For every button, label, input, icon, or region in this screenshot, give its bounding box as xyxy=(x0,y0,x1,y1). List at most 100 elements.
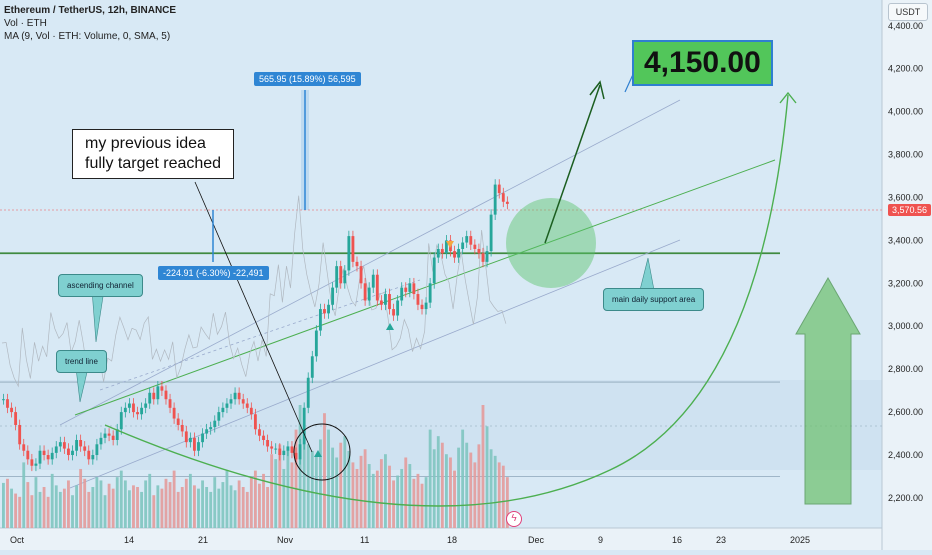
candle-body-115 xyxy=(469,236,473,245)
candle-body-22 xyxy=(91,455,95,460)
volume-bar-37 xyxy=(152,495,156,528)
volume-bar-5 xyxy=(22,462,26,528)
volume-bar-26 xyxy=(107,483,111,528)
candle-body-121 xyxy=(493,184,497,215)
candle-body-96 xyxy=(392,309,395,316)
candle-body-67 xyxy=(274,448,278,450)
price-tick-4: 3,000.00 xyxy=(888,321,923,331)
volume-bar-72 xyxy=(294,429,298,528)
candle-body-36 xyxy=(148,392,152,404)
candle-body-23 xyxy=(95,444,99,456)
candle-body-90 xyxy=(367,287,371,301)
volume-bar-121 xyxy=(493,455,497,528)
candle-body-8 xyxy=(34,463,38,466)
candle-body-78 xyxy=(318,309,322,331)
support-area-callout[interactable]: main daily support area xyxy=(603,288,705,311)
price-tick-10: 4,200.00 xyxy=(888,64,923,74)
volume-bar-119 xyxy=(485,426,489,528)
volume-bar-25 xyxy=(103,495,107,528)
volume-bar-75 xyxy=(306,444,310,528)
price-tick-11: 4,400.00 xyxy=(888,21,923,31)
candle-body-87 xyxy=(355,261,359,267)
measure-down-label[interactable]: -224.91 (-6.30%) -22,491 xyxy=(158,266,269,280)
volume-bar-101 xyxy=(412,478,416,528)
channel-lower xyxy=(69,239,681,489)
ascending-channel-callout[interactable]: ascending channel xyxy=(58,274,143,297)
legend-symbol[interactable]: Ethereum / TetherUS, 12h, BINANCE xyxy=(4,5,177,16)
candle-body-72 xyxy=(294,452,298,460)
volume-bar-98 xyxy=(400,468,404,528)
price-tick-0: 2,200.00 xyxy=(888,493,923,503)
target-price-label[interactable]: 4,150.00 xyxy=(632,40,773,86)
volume-bar-77 xyxy=(314,455,318,528)
legend-volume[interactable]: Vol · ETH xyxy=(4,18,47,29)
volume-bar-33 xyxy=(136,487,139,528)
volume-bar-89 xyxy=(363,449,367,528)
candle-body-66 xyxy=(270,446,274,449)
volume-bar-44 xyxy=(180,487,184,528)
candle-body-43 xyxy=(176,418,180,425)
price-tick-6: 3,400.00 xyxy=(888,235,923,245)
idea-note[interactable]: my previous idea fully target reached xyxy=(72,129,235,179)
candle-body-50 xyxy=(205,429,209,434)
volume-bar-59 xyxy=(241,487,245,528)
volume-bar-14 xyxy=(58,491,62,528)
volume-bar-55 xyxy=(225,470,229,528)
candle-body-31 xyxy=(127,403,131,408)
volume-bar-38 xyxy=(156,485,160,528)
trend-line-callout[interactable]: trend line xyxy=(56,350,107,373)
volume-bar-73 xyxy=(298,405,302,528)
volume-bar-20 xyxy=(83,478,87,528)
volume-bar-97 xyxy=(396,475,400,528)
volume-bar-12 xyxy=(50,473,54,528)
measure-up-label[interactable]: 565.95 (15.89%) 56,595 xyxy=(254,72,361,86)
lightning-event-icon[interactable]: ϟ xyxy=(506,511,522,527)
volume-bar-90 xyxy=(367,464,371,528)
volume-bar-58 xyxy=(237,480,241,528)
volume-bar-53 xyxy=(217,488,221,528)
volume-bar-52 xyxy=(213,477,217,528)
candle-body-123 xyxy=(501,193,505,202)
volume-bar-16 xyxy=(67,480,70,528)
volume-bar-95 xyxy=(388,465,391,528)
candle-body-46 xyxy=(188,437,192,443)
volume-bar-21 xyxy=(87,491,91,528)
volume-bar-68 xyxy=(278,444,282,528)
candle-body-81 xyxy=(331,287,335,305)
candle-body-103 xyxy=(420,304,424,310)
candle-body-117 xyxy=(477,248,481,254)
currency-badge[interactable]: USDT xyxy=(888,3,928,21)
volume-bar-57 xyxy=(233,490,237,528)
volume-bar-65 xyxy=(266,487,270,528)
candle-body-19 xyxy=(79,440,83,447)
candle-body-42 xyxy=(172,407,176,419)
candle-body-95 xyxy=(388,294,391,310)
candle-body-118 xyxy=(481,253,485,262)
candle-body-70 xyxy=(286,446,290,451)
candle-body-52 xyxy=(213,420,217,428)
volume-bar-36 xyxy=(148,473,152,528)
volume-bar-3 xyxy=(14,493,18,528)
candle-body-80 xyxy=(327,304,330,314)
volume-bar-114 xyxy=(465,442,469,528)
legend-ma[interactable]: MA (9, Vol · ETH: Volume, 0, SMA, 5) xyxy=(4,31,171,42)
time-tick-7: 9 xyxy=(598,535,603,545)
volume-bar-31 xyxy=(127,490,131,528)
volume-bar-113 xyxy=(461,429,465,528)
candle-body-124 xyxy=(505,201,509,204)
candle-body-92 xyxy=(375,274,379,301)
candle-body-33 xyxy=(136,412,139,415)
volume-bar-0 xyxy=(2,482,5,528)
volume-bar-60 xyxy=(245,491,249,528)
candle-body-45 xyxy=(184,431,188,443)
candle-body-60 xyxy=(245,403,249,408)
candle-body-97 xyxy=(396,300,400,316)
volume-bar-63 xyxy=(258,483,261,528)
current-price-tag: 3,570.56 xyxy=(888,204,932,216)
buy-marker xyxy=(314,450,322,457)
volume-bar-67 xyxy=(274,459,278,528)
candle-body-32 xyxy=(132,403,135,413)
candle-body-83 xyxy=(339,266,343,284)
